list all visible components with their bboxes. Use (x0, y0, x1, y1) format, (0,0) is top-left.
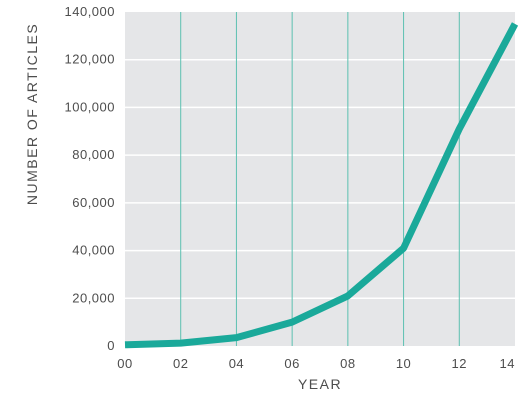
y-axis-label: NUMBER OF ARTICLES (24, 23, 40, 205)
horizontal-gridlines (125, 58, 515, 300)
x-tick-label: 08 (340, 356, 355, 371)
y-axis-ticks: 0 20,000 40,000 60,000 80,000 100,000 120,000 1… (65, 4, 116, 353)
y-tick-label: 20,000 (72, 290, 115, 305)
vertical-gridlines (180, 12, 460, 346)
series-line (124, 22, 519, 349)
y-tick-label: 100,000 (65, 99, 116, 114)
y-tick-label: 0 (107, 338, 115, 353)
plot-background (125, 12, 515, 346)
y-tick-label: 40,000 (72, 243, 115, 258)
x-axis-ticks: 00 02 04 06 08 10 12 14 (117, 356, 515, 371)
y-tick-label: 80,000 (72, 147, 115, 162)
y-tick-label: 120,000 (65, 52, 116, 67)
x-tick-label: 06 (284, 356, 299, 371)
x-tick-label: 02 (173, 356, 188, 371)
x-tick-label: 04 (229, 356, 244, 371)
x-tick-label: 12 (452, 356, 467, 371)
x-axis-label: YEAR (298, 376, 342, 392)
x-tick-label: 14 (500, 356, 515, 371)
x-tick-label: 00 (117, 356, 132, 371)
x-tick-label: 10 (396, 356, 411, 371)
y-tick-label: 140,000 (65, 4, 116, 19)
y-tick-label: 60,000 (72, 195, 115, 210)
